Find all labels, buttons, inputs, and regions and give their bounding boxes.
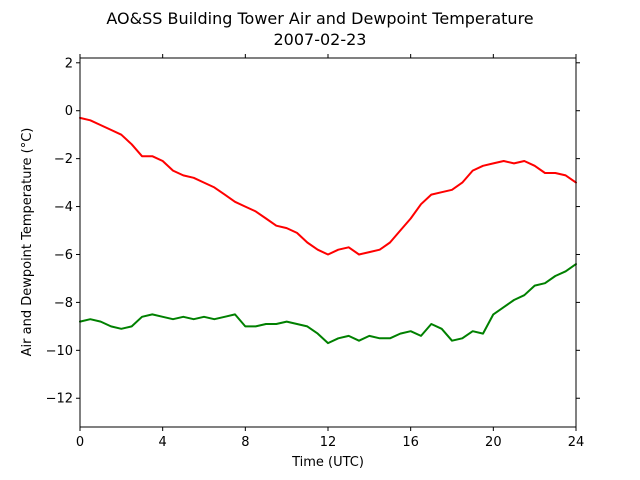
y-tick-label: −4 bbox=[54, 200, 73, 215]
x-tick-label: 16 bbox=[402, 435, 419, 450]
y-tick-label: −6 bbox=[54, 248, 73, 263]
y-tick-label: −2 bbox=[54, 152, 73, 167]
y-tick-label: 0 bbox=[65, 104, 73, 119]
y-tick-label: −8 bbox=[54, 296, 73, 311]
x-tick-label: 0 bbox=[76, 435, 84, 450]
x-axis-label: Time (UTC) bbox=[291, 455, 364, 470]
chart-title: AO&SS Building Tower Air and Dewpoint Te… bbox=[106, 9, 533, 28]
x-tick-label: 20 bbox=[485, 435, 502, 450]
x-tick-label: 24 bbox=[568, 435, 585, 450]
series-line-1 bbox=[79, 116, 577, 256]
y-tick-label: −12 bbox=[46, 392, 73, 407]
x-tick-label: 12 bbox=[320, 435, 337, 450]
axis-ticks: 0 4 8 12 16 20 24 −12 −10 −8 −6 −4 −2 0 2 bbox=[46, 54, 585, 450]
y-axis-label: Air and Dewpoint Temperature (°C) bbox=[20, 128, 35, 357]
x-tick-label: 8 bbox=[241, 435, 249, 450]
y-tick-label: 2 bbox=[65, 56, 73, 71]
plot-area bbox=[79, 116, 577, 345]
series-line-2 bbox=[79, 263, 577, 345]
chart-subtitle: 2007-02-23 bbox=[274, 30, 367, 49]
x-tick-label: 4 bbox=[159, 435, 167, 450]
plot-frame bbox=[79, 57, 577, 428]
y-tick-label: −10 bbox=[46, 344, 73, 359]
